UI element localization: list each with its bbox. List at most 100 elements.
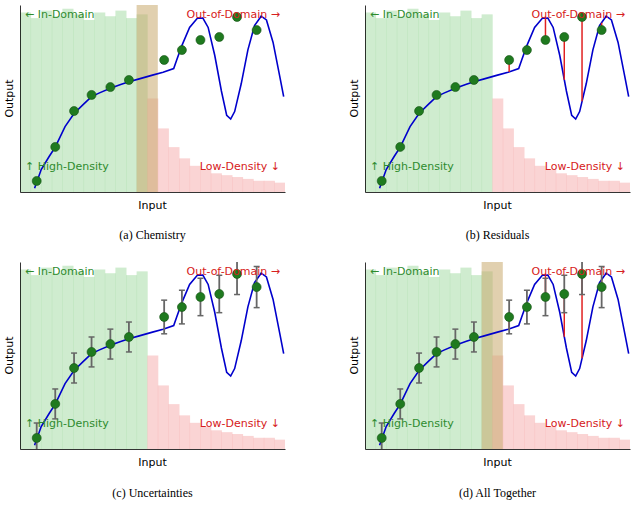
- density-bar: [598, 438, 609, 449]
- density-bar: [566, 175, 577, 192]
- density-bar: [619, 440, 630, 449]
- density-bar: [609, 438, 620, 449]
- residual: [581, 17, 583, 101]
- error-bar-cap: [52, 388, 58, 390]
- error-bar-cap: [161, 299, 167, 301]
- error-bar-cap: [179, 289, 185, 291]
- error-bar-cap: [161, 333, 167, 335]
- density-bar: [137, 271, 148, 449]
- annotation: ← In-Domain: [370, 265, 440, 278]
- plot-area: [365, 262, 630, 449]
- density-bar: [471, 275, 482, 449]
- density-bar: [556, 173, 567, 192]
- point: [196, 292, 205, 301]
- y-axis: [365, 263, 366, 450]
- density-bar: [524, 158, 535, 192]
- axis-line: [21, 449, 286, 450]
- panel: ← In-DomainOut-of-Domain →↑ High-Density…: [3, 5, 286, 242]
- point: [124, 332, 133, 341]
- figure: ← In-Domain Out-of-Domain → ↑ High-Density…: [0, 0, 640, 520]
- error-bar-cap: [471, 321, 477, 323]
- point: [451, 340, 460, 349]
- density-bar: [253, 438, 264, 449]
- y-axis-title: Output: [348, 79, 361, 118]
- point: [451, 83, 460, 92]
- x-axis-title: Input: [138, 456, 167, 469]
- error-bar-cap: [107, 358, 113, 360]
- annotation: Out-of-Domain →: [187, 265, 280, 278]
- density-bar: [566, 432, 577, 449]
- density-bar: [513, 404, 524, 449]
- point: [432, 347, 441, 356]
- plot-area: [20, 262, 285, 449]
- error-bar-cap: [579, 294, 585, 296]
- error-bar-cap: [434, 336, 440, 338]
- error-bar-cap: [471, 351, 477, 353]
- density-bar: [179, 158, 190, 192]
- axis-line: [20, 263, 21, 450]
- error-bar-cap: [452, 358, 458, 360]
- point: [469, 75, 478, 84]
- annotation: Low-Density ↓: [200, 160, 280, 173]
- error-bar-cap: [179, 323, 185, 325]
- point: [160, 312, 169, 321]
- density-bar: [556, 430, 567, 449]
- error-bar-cap: [542, 315, 548, 317]
- error-bar-cap: [599, 307, 605, 309]
- y-axis-title: Output: [3, 79, 16, 118]
- point: [160, 55, 169, 64]
- density-bar: [232, 177, 243, 192]
- annotation: ↑ High-Density: [370, 160, 454, 173]
- caption: (b) Residuals: [466, 228, 530, 242]
- plot-area: [20, 5, 285, 192]
- error-bar-cap: [506, 299, 512, 301]
- density-bar: [264, 438, 275, 449]
- point: [51, 142, 60, 151]
- density-bar: [211, 430, 222, 449]
- density-bar: [115, 11, 126, 192]
- annotation: Low-Density ↓: [200, 417, 280, 430]
- point: [32, 176, 41, 185]
- panel: ← In-Domain Out-of-Domain → ↑ High-Density…: [348, 253, 631, 500]
- annotation: ↑ High-Density: [25, 417, 109, 430]
- error-bar-cap: [524, 289, 530, 291]
- error-bar-cap: [197, 315, 203, 317]
- density-bar: [619, 183, 630, 192]
- error-bar-cap: [397, 388, 403, 390]
- error-bar-cap: [107, 328, 113, 330]
- point: [415, 364, 424, 373]
- error-bar-cap: [452, 328, 458, 330]
- density-bar: [179, 415, 190, 449]
- point: [377, 176, 386, 185]
- density-bar: [147, 356, 158, 450]
- y-axis-title: Output: [3, 336, 16, 375]
- annotation: Low-Density ↓: [545, 160, 625, 173]
- residual: [564, 37, 566, 80]
- density-bar: [577, 177, 588, 192]
- density-bar: [232, 434, 243, 449]
- x-axis: [21, 192, 286, 193]
- annotation: Low-Density ↓: [545, 417, 625, 430]
- density-bar: [126, 18, 137, 192]
- highlight-band: [482, 262, 503, 449]
- point: [377, 433, 386, 442]
- error-bar-cap: [71, 352, 77, 354]
- annotation: Out-of-Domain →: [532, 265, 625, 278]
- caption: (d) All Together: [459, 486, 536, 500]
- error-bar-cap: [416, 352, 422, 354]
- point: [396, 399, 405, 408]
- axis-line: [365, 263, 366, 450]
- point: [106, 83, 115, 92]
- error-bar-cap: [506, 333, 512, 335]
- axis-line: [365, 6, 366, 193]
- density-bar: [274, 183, 285, 192]
- density-bar: [168, 404, 179, 449]
- annotation: ↑ High-Density: [370, 417, 454, 430]
- error-bar-cap: [416, 382, 422, 384]
- density-bar: [503, 385, 514, 449]
- point: [87, 90, 96, 99]
- point: [560, 289, 569, 298]
- point: [215, 32, 224, 41]
- density-bar: [264, 181, 275, 192]
- point: [541, 35, 550, 44]
